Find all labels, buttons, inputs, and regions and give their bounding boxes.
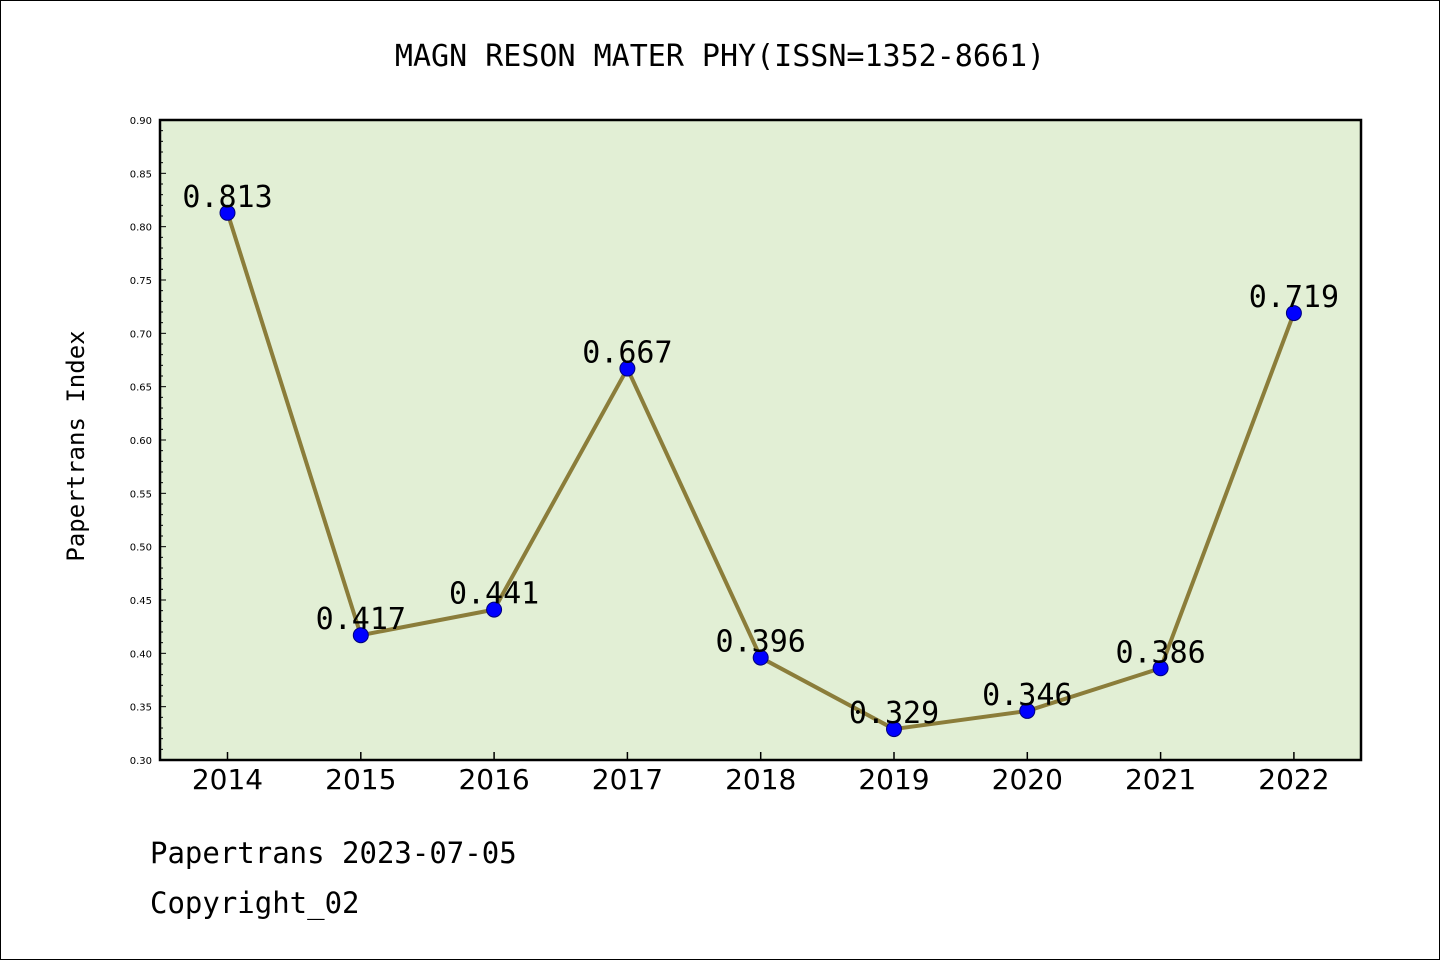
x-tick-label: 2017 bbox=[592, 763, 663, 796]
x-tick-label: 2019 bbox=[858, 763, 929, 796]
data-point bbox=[219, 204, 236, 221]
data-point bbox=[1152, 660, 1169, 677]
y-axis-ticks: 0.30 0.35 0.40 0.45 0.50 0.55 0.60 0.65 0.70 0.75… bbox=[130, 116, 166, 767]
data-point bbox=[886, 721, 902, 738]
y-tick-label: 0.85 bbox=[130, 169, 152, 180]
data-labels: 0.813 0.417 0.441 0.667 0.396 0.329 0.346 0.386… bbox=[182, 180, 1339, 731]
data-label: 0.417 bbox=[316, 602, 406, 637]
y-tick-label: 0.55 bbox=[130, 489, 152, 500]
y-tick-label: 0.90 bbox=[130, 116, 152, 127]
y-tick-label: 0.65 bbox=[130, 383, 152, 394]
data-label: 0.667 bbox=[582, 336, 672, 371]
y-tick-label: 0.30 bbox=[130, 756, 152, 767]
data-label: 0.396 bbox=[716, 625, 806, 660]
x-tick-label: 2021 bbox=[1125, 763, 1196, 796]
y-tick-label: 0.45 bbox=[130, 596, 152, 607]
data-point bbox=[1285, 305, 1302, 322]
y-tick-label: 0.75 bbox=[130, 276, 152, 287]
y-tick-label: 0.70 bbox=[130, 329, 152, 340]
chart-title: MAGN RESON MATER PHY(ISSN=1352-8661) bbox=[395, 39, 1045, 74]
footer-date: Papertrans 2023-07-05 bbox=[150, 836, 517, 870]
y-tick-label: 0.80 bbox=[130, 223, 152, 234]
data-label: 0.719 bbox=[1249, 280, 1339, 315]
y-tick-label: 0.35 bbox=[130, 703, 152, 714]
x-axis-ticks: 2014 2015 2016 2017 2018 2019 2020 2021 2022 bbox=[192, 752, 1330, 796]
data-label: 0.441 bbox=[449, 577, 539, 612]
data-label: 0.329 bbox=[849, 696, 939, 731]
data-point bbox=[752, 649, 769, 666]
y-tick-label: 0.60 bbox=[130, 436, 152, 447]
data-point bbox=[619, 360, 636, 377]
x-tick-label: 2015 bbox=[325, 763, 396, 796]
plot-border bbox=[158, 118, 1363, 762]
x-tick-label: 2020 bbox=[992, 763, 1063, 796]
x-tick-label: 2022 bbox=[1258, 763, 1329, 796]
y-axis-label: Papertrans Index bbox=[62, 330, 90, 561]
x-tick-label: 2016 bbox=[458, 763, 529, 796]
y-tick-label: 0.40 bbox=[130, 649, 152, 660]
data-label: 0.346 bbox=[982, 678, 1072, 713]
x-tick-label: 2018 bbox=[725, 763, 796, 796]
footer-copyright: Copyright_02 bbox=[150, 886, 360, 920]
data-point bbox=[1019, 702, 1036, 719]
data-label: 0.813 bbox=[182, 180, 272, 215]
x-tick-label: 2014 bbox=[192, 763, 263, 796]
data-label: 0.386 bbox=[1115, 635, 1205, 670]
data-point bbox=[486, 601, 503, 618]
y-tick-label: 0.50 bbox=[130, 543, 152, 554]
series-markers bbox=[219, 204, 1302, 738]
data-point bbox=[352, 627, 369, 644]
